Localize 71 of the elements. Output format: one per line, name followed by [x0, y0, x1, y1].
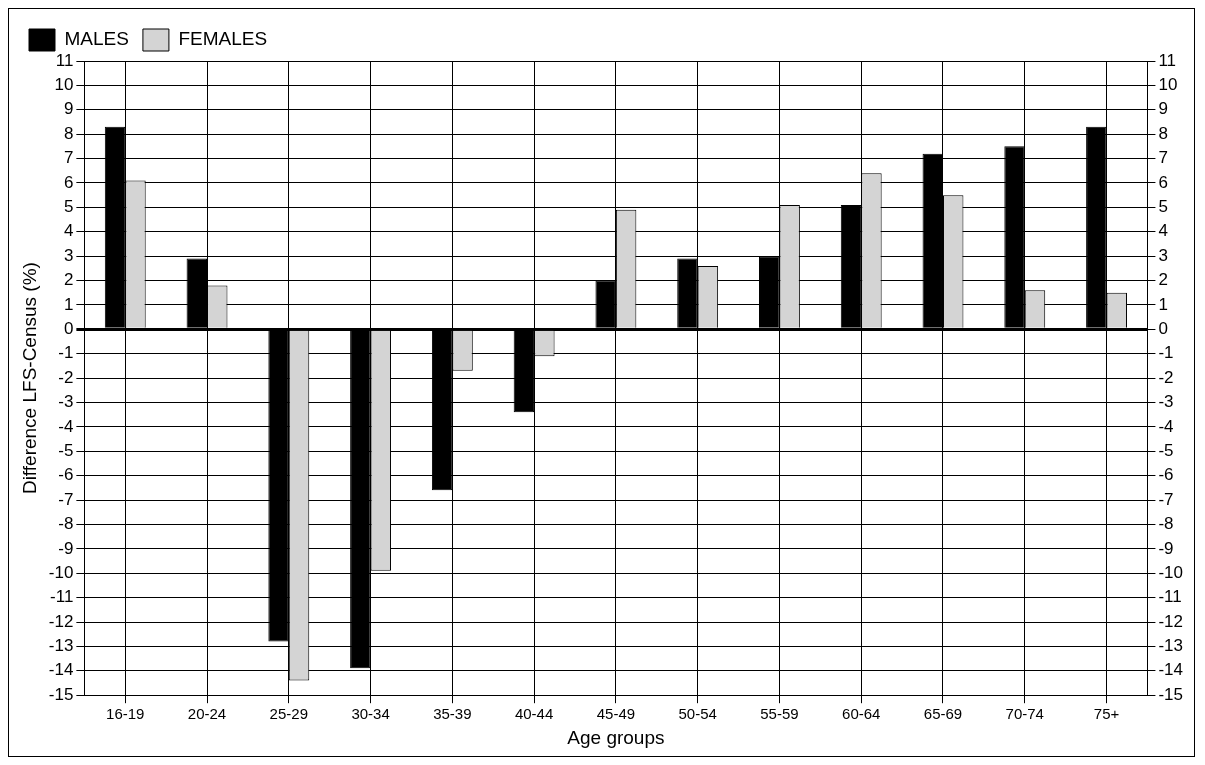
y-tick-label: -14 — [48, 660, 74, 680]
y2-tick-label: -4 — [1158, 416, 1174, 436]
x-tick-label: 20-24 — [187, 705, 227, 723]
x-tick-label: 45-49 — [596, 705, 636, 723]
y2-tick-label: 4 — [1158, 221, 1168, 241]
x-tick-label: 75+ — [1093, 705, 1120, 723]
y-tick-label: -8 — [58, 514, 74, 534]
x-tick-label: 40-44 — [514, 705, 554, 723]
y2-tick-label: -15 — [1158, 684, 1184, 704]
y-tick-label: -11 — [50, 587, 74, 607]
y-tick-label: -10 — [48, 562, 74, 582]
y2-tick-label: 2 — [1158, 270, 1168, 290]
y-tick-label: -4 — [58, 416, 74, 436]
y-tick-label: -12 — [48, 611, 74, 631]
x-tick-label: 60-64 — [842, 705, 881, 723]
y2-tick-label: 9 — [1158, 99, 1168, 119]
x-tick-label: 50-54 — [678, 705, 717, 723]
x-tick-label: 35-39 — [433, 705, 472, 723]
legend-label: MALES — [64, 28, 129, 50]
y-tick-label: -3 — [58, 392, 74, 412]
y-tick-label: 2 — [63, 270, 74, 290]
y2-tick-label: 3 — [1158, 245, 1168, 265]
y2-tick-label: -12 — [1158, 611, 1184, 631]
y2-tick-label: 10 — [1158, 75, 1178, 95]
y2-tick-label: 1 — [1158, 294, 1168, 314]
y-tick-label: -7 — [58, 489, 74, 509]
y-tick-label: -9 — [58, 538, 74, 558]
y-tick-label: 0 — [63, 319, 74, 338]
x-tick-label: 55-59 — [760, 705, 799, 723]
y2-tick-label: 5 — [1158, 197, 1168, 217]
y-tick-label: 3 — [63, 245, 74, 265]
y-tick-label: -6 — [58, 465, 74, 485]
y2-tick-label: -2 — [1158, 367, 1174, 387]
y-tick-label: 9 — [63, 99, 74, 119]
x-tick-label: 25-29 — [269, 705, 308, 723]
y2-tick-label: -5 — [1158, 440, 1174, 460]
y2-tick-label: -10 — [1158, 562, 1184, 582]
y-tick-label: -1 — [58, 343, 74, 363]
y2-tick-label: -1 — [1158, 343, 1174, 363]
y2-tick-label: -13 — [1158, 636, 1184, 656]
y-tick-label: 11 — [55, 50, 74, 70]
y-tick-label: -2 — [58, 367, 74, 387]
y2-tick-label: -6 — [1158, 465, 1174, 485]
y2-tick-label: -14 — [1158, 660, 1184, 680]
y2-tick-label: -7 — [1158, 489, 1174, 509]
y2-tick-label: 6 — [1158, 172, 1168, 192]
y-tick-label: 6 — [63, 172, 74, 192]
y-tick-label: -5 — [58, 440, 74, 460]
y2-tick-label: 11 — [1158, 50, 1177, 70]
x-tick-label: 16-19 — [106, 705, 145, 723]
y-tick-label: -15 — [48, 684, 74, 704]
y-tick-label: 5 — [63, 197, 74, 217]
x-axis-title: Age groups — [567, 726, 665, 748]
y2-tick-label: -3 — [1158, 392, 1174, 412]
x-tick-label: 30-34 — [351, 705, 390, 723]
legend-label: FEMALES — [178, 28, 268, 50]
x-tick-label: 70-74 — [1005, 705, 1044, 723]
y-tick-label: 1 — [63, 294, 74, 314]
y2-tick-label: 8 — [1158, 123, 1168, 143]
y2-tick-label: 7 — [1158, 148, 1168, 168]
x-tick-label: 65-69 — [923, 705, 963, 723]
y-axis-title: Difference LFS-Census (%) — [18, 262, 40, 495]
y2-tick-label: -11 — [1158, 587, 1182, 607]
y2-tick-label: -8 — [1158, 514, 1174, 534]
y-tick-label: 8 — [63, 123, 74, 143]
y-tick-label: -13 — [48, 636, 74, 656]
y-tick-label: 10 — [54, 75, 74, 95]
y2-tick-label: 0 — [1158, 319, 1168, 338]
y-tick-label: 7 — [63, 148, 74, 168]
y-tick-label: 4 — [63, 221, 74, 241]
y2-tick-label: -9 — [1158, 538, 1174, 558]
